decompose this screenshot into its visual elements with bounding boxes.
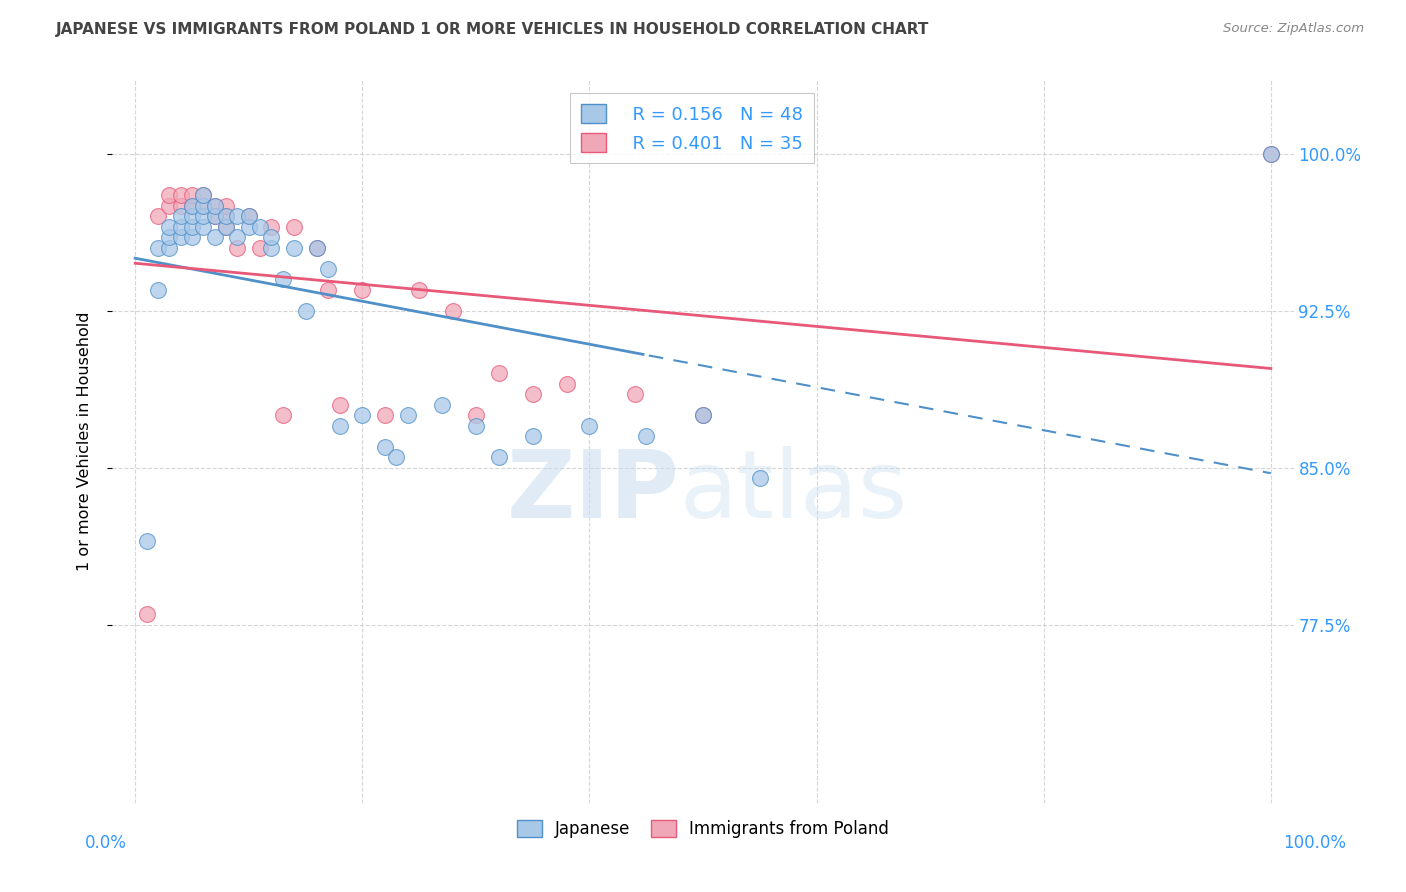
Point <box>283 219 305 234</box>
Point <box>193 199 215 213</box>
Point <box>385 450 408 465</box>
Point <box>181 199 204 213</box>
Point <box>215 219 238 234</box>
Point <box>260 230 283 244</box>
Point <box>193 188 215 202</box>
Legend: Japanese, Immigrants from Poland: Japanese, Immigrants from Poland <box>510 814 896 845</box>
Point <box>204 210 226 224</box>
Point <box>396 409 419 423</box>
Point <box>249 219 271 234</box>
Point <box>374 409 396 423</box>
Point <box>181 199 204 213</box>
Point <box>157 199 180 213</box>
Point <box>271 409 294 423</box>
Point <box>1260 146 1282 161</box>
Point <box>157 230 180 244</box>
Point <box>169 188 191 202</box>
Point <box>408 283 430 297</box>
Point <box>181 188 204 202</box>
Point <box>204 199 226 213</box>
Point <box>305 241 328 255</box>
Point <box>329 398 352 412</box>
Point <box>193 188 215 202</box>
Point <box>146 241 169 255</box>
Text: Source: ZipAtlas.com: Source: ZipAtlas.com <box>1223 22 1364 36</box>
Point <box>238 219 260 234</box>
Point <box>464 418 486 433</box>
Point <box>215 210 238 224</box>
Point <box>215 219 238 234</box>
Point <box>238 210 260 224</box>
Point <box>441 303 464 318</box>
Point <box>146 210 169 224</box>
Point <box>193 199 215 213</box>
Point <box>215 210 238 224</box>
Point <box>316 261 339 276</box>
Point <box>329 418 352 433</box>
Point <box>352 409 374 423</box>
Point <box>181 230 204 244</box>
Point <box>636 429 658 443</box>
Point <box>157 241 180 255</box>
Point <box>226 241 249 255</box>
Text: ZIP: ZIP <box>506 446 679 538</box>
Point <box>283 241 305 255</box>
Point <box>1260 146 1282 161</box>
Point <box>226 230 249 244</box>
Point <box>181 210 204 224</box>
Point <box>204 199 226 213</box>
Point <box>204 210 226 224</box>
Point <box>488 367 510 381</box>
Point <box>374 440 396 454</box>
Point <box>464 409 486 423</box>
Point <box>157 188 180 202</box>
Point <box>430 398 453 412</box>
Point <box>169 219 191 234</box>
Point <box>157 219 180 234</box>
Point <box>260 219 283 234</box>
Point <box>692 409 714 423</box>
Point <box>316 283 339 297</box>
Point <box>169 230 191 244</box>
Point <box>578 418 600 433</box>
Point <box>181 219 204 234</box>
Point <box>555 376 578 391</box>
Point <box>522 429 544 443</box>
Point <box>488 450 510 465</box>
Text: atlas: atlas <box>679 446 908 538</box>
Point <box>169 210 191 224</box>
Text: JAPANESE VS IMMIGRANTS FROM POLAND 1 OR MORE VEHICLES IN HOUSEHOLD CORRELATION C: JAPANESE VS IMMIGRANTS FROM POLAND 1 OR … <box>56 22 929 37</box>
Point <box>238 210 260 224</box>
Point <box>305 241 328 255</box>
Point <box>193 219 215 234</box>
Point <box>215 199 238 213</box>
Point <box>260 241 283 255</box>
Point <box>193 210 215 224</box>
Text: 0.0%: 0.0% <box>84 834 127 852</box>
Point <box>692 409 714 423</box>
Point <box>271 272 294 286</box>
Point <box>624 387 647 401</box>
Point <box>146 283 169 297</box>
Y-axis label: 1 or more Vehicles in Household: 1 or more Vehicles in Household <box>77 312 91 571</box>
Text: 100.0%: 100.0% <box>1284 834 1346 852</box>
Point <box>249 241 271 255</box>
Point <box>748 471 770 485</box>
Point <box>226 210 249 224</box>
Point <box>204 230 226 244</box>
Point <box>135 534 157 549</box>
Point <box>294 303 316 318</box>
Point <box>352 283 374 297</box>
Point <box>169 199 191 213</box>
Point <box>135 607 157 622</box>
Point <box>522 387 544 401</box>
